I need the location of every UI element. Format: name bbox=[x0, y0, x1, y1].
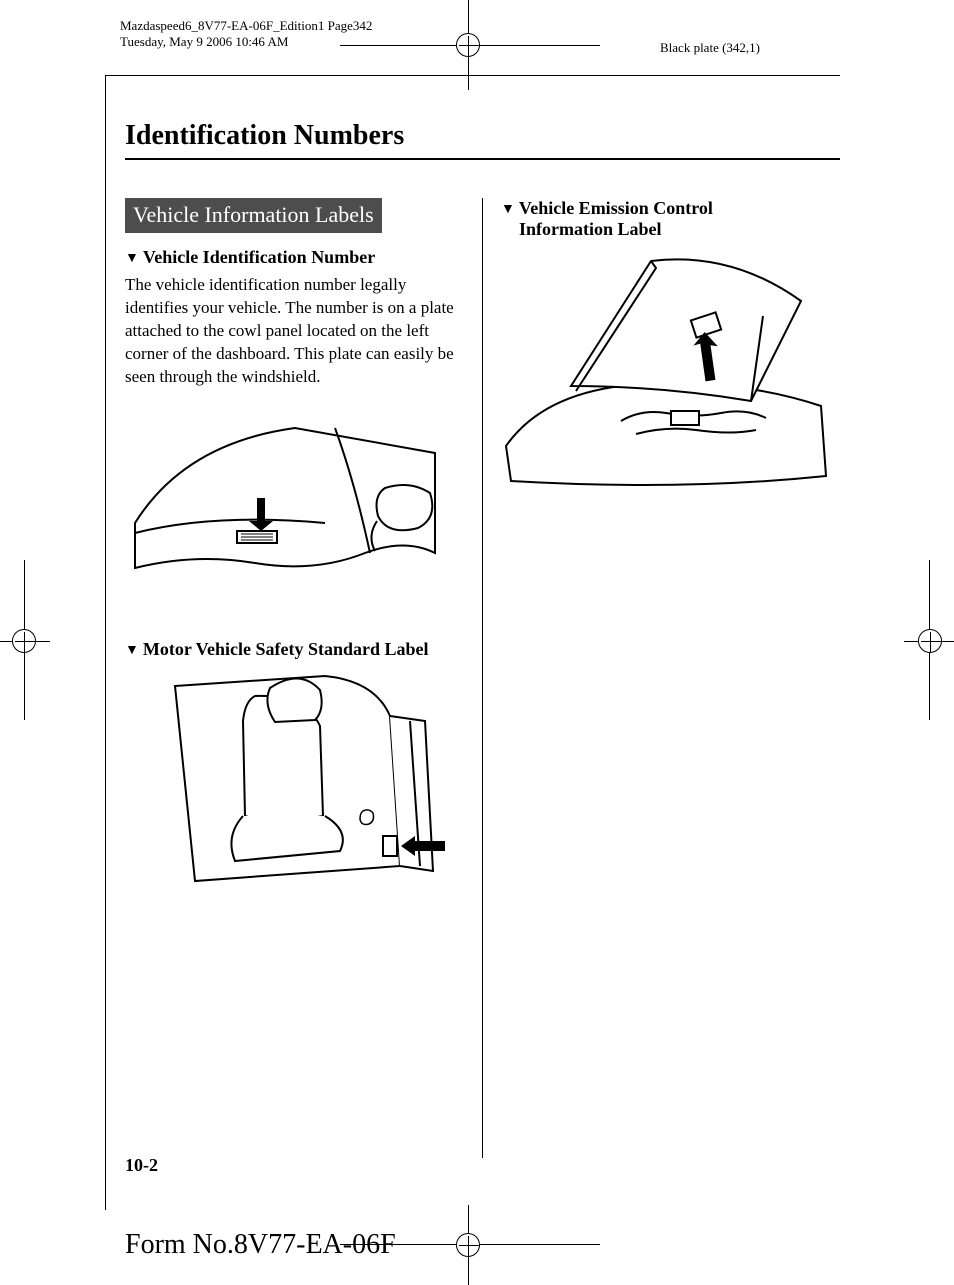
emission-diagram bbox=[501, 246, 831, 496]
boxed-heading: Vehicle Information Labels bbox=[125, 198, 382, 233]
trim-line-top bbox=[105, 75, 840, 76]
header-meta: Mazdaspeed6_8V77-EA-06F_Edition1 Page342… bbox=[120, 18, 372, 51]
title-rule bbox=[125, 158, 840, 160]
right-column: ▼Vehicle Emission Control Information La… bbox=[483, 198, 840, 1158]
vin-diagram bbox=[125, 403, 445, 613]
mvss-diagram bbox=[125, 666, 445, 896]
section-title: Identification Numbers bbox=[125, 120, 840, 152]
page-number: 10-2 bbox=[125, 1155, 158, 1176]
crop-mark-top-circle bbox=[456, 33, 480, 57]
crop-mark-bottom-circle bbox=[456, 1233, 480, 1257]
triangle-down-icon: ▼ bbox=[125, 643, 139, 658]
doc-timestamp: Tuesday, May 9 2006 10:46 AM bbox=[120, 34, 372, 50]
black-plate-label: Black plate (342,1) bbox=[660, 40, 760, 56]
left-column: Vehicle Information Labels ▼Vehicle Iden… bbox=[125, 198, 482, 1158]
subheading-emission: ▼Vehicle Emission Control Information La… bbox=[501, 198, 840, 240]
triangle-down-icon: ▼ bbox=[125, 251, 139, 266]
subheading-vin: ▼Vehicle Identification Number bbox=[125, 247, 464, 268]
page-content: Identification Numbers Vehicle Informati… bbox=[125, 120, 840, 1158]
crop-mark-right-circle bbox=[918, 629, 942, 653]
vin-body-text: The vehicle identification number legall… bbox=[125, 274, 464, 389]
doc-id: Mazdaspeed6_8V77-EA-06F_Edition1 Page342 bbox=[120, 18, 372, 34]
form-number: Form No.8V77-EA-06F bbox=[125, 1229, 396, 1261]
triangle-down-icon: ▼ bbox=[501, 202, 515, 217]
trim-line-left bbox=[105, 75, 106, 1210]
subheading-mvss: ▼Motor Vehicle Safety Standard Label bbox=[125, 639, 464, 660]
crop-mark-left-circle bbox=[12, 629, 36, 653]
two-column-layout: Vehicle Information Labels ▼Vehicle Iden… bbox=[125, 198, 840, 1158]
